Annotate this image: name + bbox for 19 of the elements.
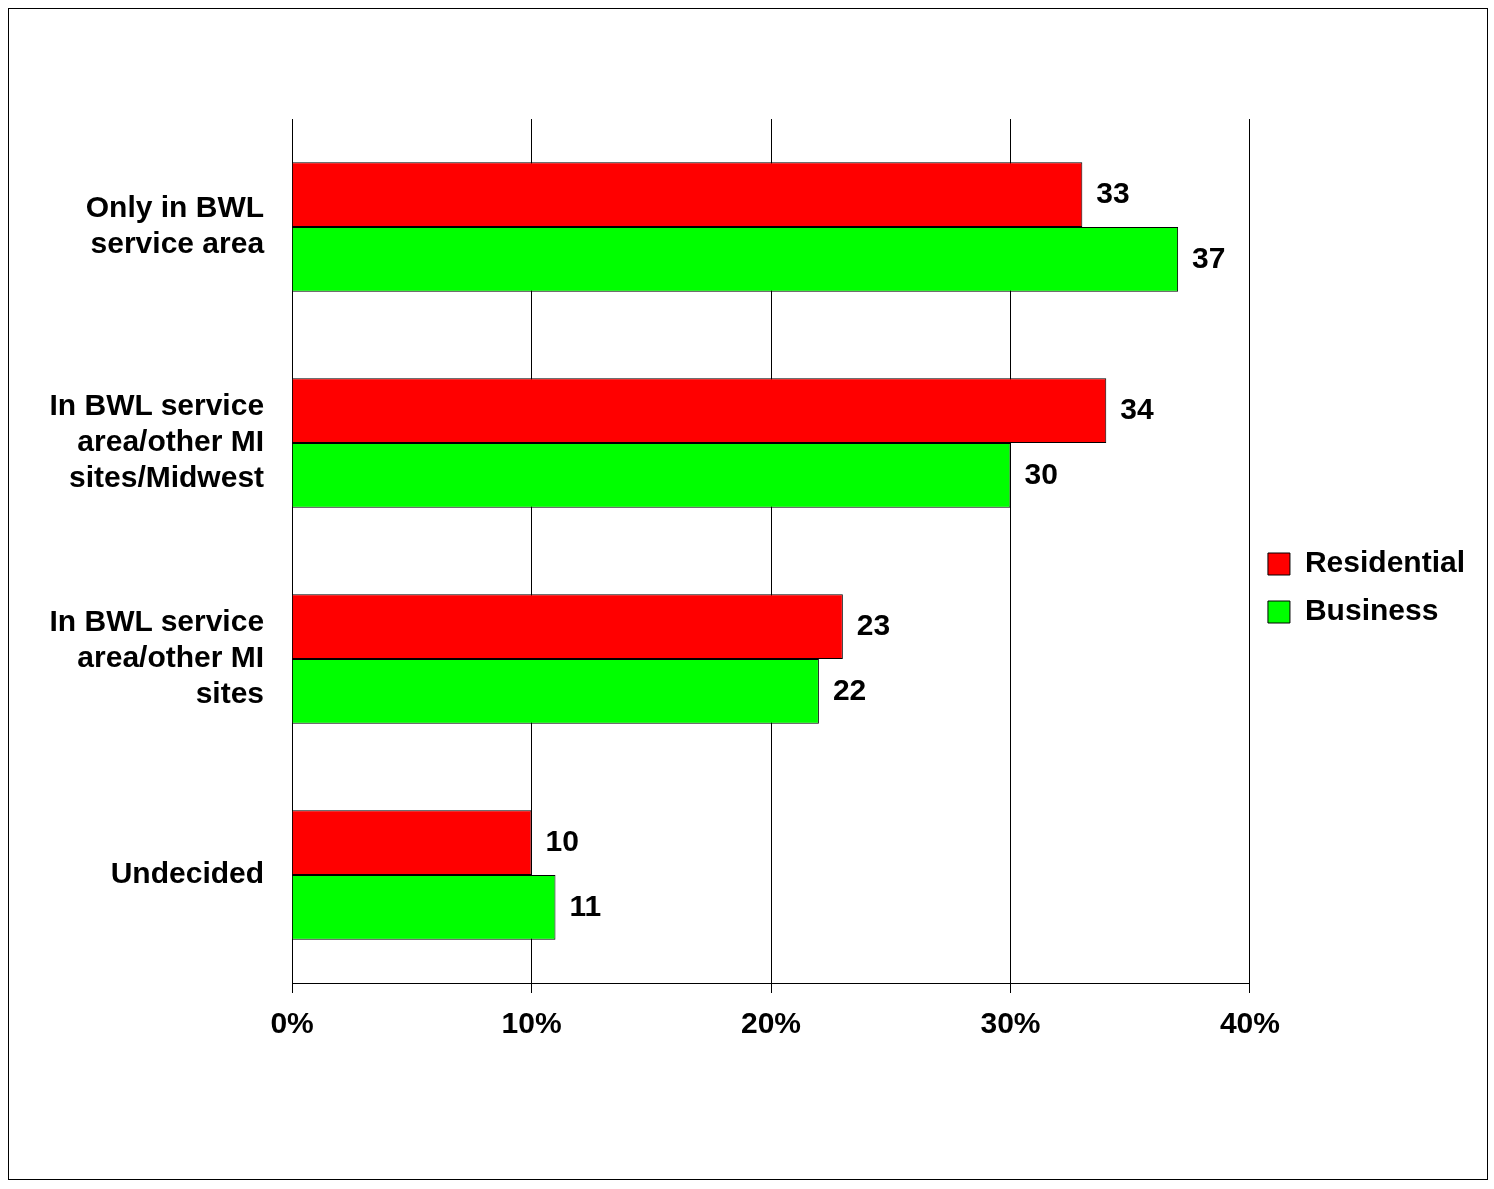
y-tick-label: Only in BWL service area — [85, 190, 265, 260]
data-label: 22 — [832, 672, 867, 706]
x-tick-label: 0% — [270, 1006, 314, 1040]
data-label: 34 — [1120, 391, 1154, 425]
x-tick-label: 30% — [980, 1006, 1041, 1040]
x-tick-label: 10% — [501, 1006, 562, 1040]
y-tick-label: In BWL service area/other MI sites/Midwest — [49, 388, 265, 494]
data-label: 37 — [1192, 240, 1226, 274]
x-tick-label: 40% — [1219, 1006, 1280, 1040]
data-label: 30 — [1024, 456, 1058, 490]
data-label: 11 — [569, 888, 602, 922]
x-tick-label: 20% — [740, 1006, 802, 1040]
legend-label: Business — [1304, 593, 1439, 627]
data-label: 33 — [1096, 175, 1130, 209]
y-tick-label: Undecided — [110, 856, 265, 890]
data-label: 23 — [856, 607, 891, 641]
legend-label: Residential — [1304, 545, 1466, 579]
data-label: 10 — [545, 823, 579, 857]
y-tick-label: In BWL service area/other MI sites — [49, 604, 265, 710]
